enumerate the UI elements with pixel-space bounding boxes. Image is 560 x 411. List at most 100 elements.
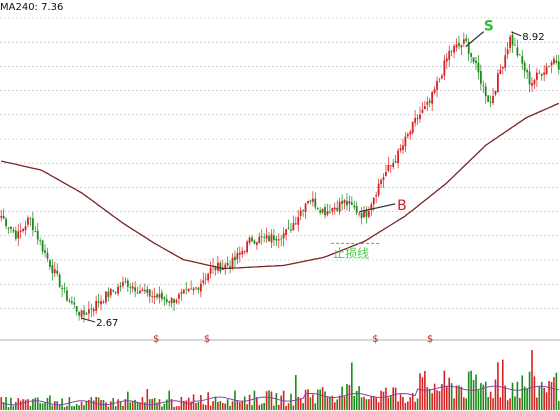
volume-bar	[117, 399, 119, 410]
candle-body	[251, 237, 253, 242]
candle-body	[217, 262, 219, 271]
volume-bar	[428, 388, 431, 410]
candle-body	[258, 236, 261, 243]
candle-body	[385, 172, 387, 177]
candle-body	[285, 229, 287, 235]
volume-bar	[540, 381, 543, 410]
candle-body	[209, 267, 212, 274]
volume-bar	[416, 398, 419, 410]
candle-body	[153, 296, 156, 298]
volume-bar	[285, 406, 287, 410]
volume-bar	[217, 401, 219, 410]
volume-bar	[346, 383, 348, 410]
candle-body	[419, 114, 421, 120]
candle-body	[346, 200, 348, 206]
candle-body	[36, 230, 39, 240]
candle-body	[348, 201, 351, 204]
volume-bar	[348, 385, 351, 410]
volume-bar	[550, 382, 553, 410]
candle-body	[231, 257, 234, 268]
candle-body	[168, 301, 171, 303]
candle-body	[173, 298, 175, 303]
volume-bar	[88, 399, 90, 410]
volume-bar	[399, 394, 402, 410]
candle-body	[521, 56, 524, 64]
volume-bar	[46, 397, 49, 410]
candle-body	[282, 233, 285, 239]
candle-body	[90, 308, 93, 310]
candle-body	[402, 145, 404, 151]
candle-body	[87, 309, 90, 314]
volume-bar	[411, 392, 414, 410]
volume-bar	[370, 395, 373, 410]
volume-bar	[329, 396, 331, 410]
candle-body	[516, 47, 519, 56]
volume-bar	[185, 400, 188, 410]
volume-bar	[124, 399, 127, 410]
candle-body	[441, 75, 443, 79]
candle-body	[458, 42, 460, 46]
volume-bar	[404, 402, 407, 410]
candle-body	[431, 91, 434, 104]
volume-bar	[528, 371, 531, 410]
candle-body	[263, 237, 266, 239]
candle-body	[75, 306, 78, 312]
volume-bar	[292, 405, 295, 410]
signal-marker: $	[204, 334, 210, 345]
volume-bar	[519, 397, 521, 410]
volume-bar	[92, 400, 95, 410]
volume-bar	[168, 390, 171, 410]
volume-bar	[472, 380, 475, 410]
candle-body	[255, 242, 258, 245]
candle-body	[107, 291, 110, 297]
volume-bar	[548, 381, 550, 410]
volume-bar	[183, 400, 185, 410]
candle-body	[479, 71, 482, 84]
max-price-label: 8.92	[522, 32, 544, 43]
signal-markers: $ $ $ $	[153, 334, 433, 345]
candle-body	[170, 297, 173, 304]
candle-body	[504, 55, 507, 68]
volume-bar	[129, 402, 132, 410]
volume-bar	[175, 406, 178, 410]
volume-bar	[273, 405, 275, 410]
volume-bar	[521, 375, 524, 410]
volume-bar	[231, 401, 234, 410]
candle-body	[316, 208, 319, 210]
volume-bar	[489, 391, 492, 410]
volume-bar	[165, 399, 168, 410]
candle-body	[100, 300, 102, 305]
volume-bar	[511, 382, 514, 410]
candle-body	[224, 264, 227, 269]
candle-body	[27, 217, 29, 225]
volume-bar	[492, 398, 494, 410]
candle-body	[394, 161, 397, 163]
volume-bar	[2, 402, 5, 410]
candle-body	[241, 250, 244, 255]
candle-body	[34, 230, 37, 232]
candle-body	[487, 95, 490, 102]
candle-body	[543, 72, 546, 75]
candle-body	[270, 234, 273, 243]
volume-bar	[139, 402, 141, 410]
candle-body	[453, 46, 455, 53]
candle-body	[287, 227, 290, 229]
candle-body	[535, 72, 538, 80]
signal-marker: $	[153, 334, 159, 345]
volume-bar	[482, 384, 485, 410]
candle-body	[380, 179, 382, 184]
volume-bar	[375, 397, 377, 410]
candle-body	[365, 210, 368, 217]
volume-bar	[243, 396, 246, 410]
candle-body	[523, 62, 526, 72]
candle-body	[360, 213, 363, 219]
volume-bar	[526, 388, 528, 410]
volume-bar	[431, 393, 433, 410]
min-price-label: 2.67	[96, 318, 118, 329]
volume-bar	[68, 397, 71, 410]
volume-bar	[297, 396, 300, 410]
candle-body	[397, 150, 399, 164]
candle-body	[58, 274, 61, 288]
candle-body	[161, 292, 163, 299]
candle-body	[494, 90, 497, 95]
